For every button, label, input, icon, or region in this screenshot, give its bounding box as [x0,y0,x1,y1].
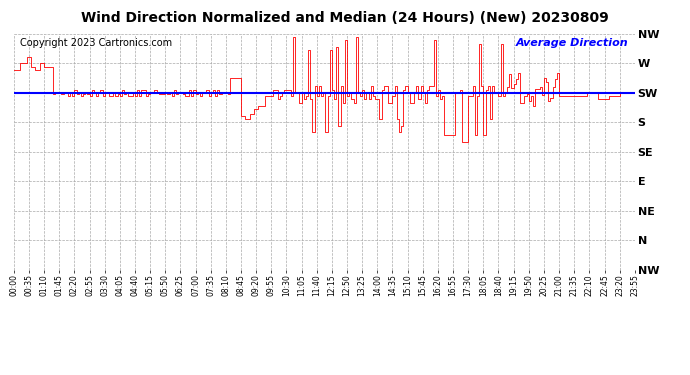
Text: Average Direction: Average Direction [516,39,629,48]
Text: Wind Direction Normalized and Median (24 Hours) (New) 20230809: Wind Direction Normalized and Median (24… [81,11,609,25]
Text: Copyright 2023 Cartronics.com: Copyright 2023 Cartronics.com [20,39,172,48]
